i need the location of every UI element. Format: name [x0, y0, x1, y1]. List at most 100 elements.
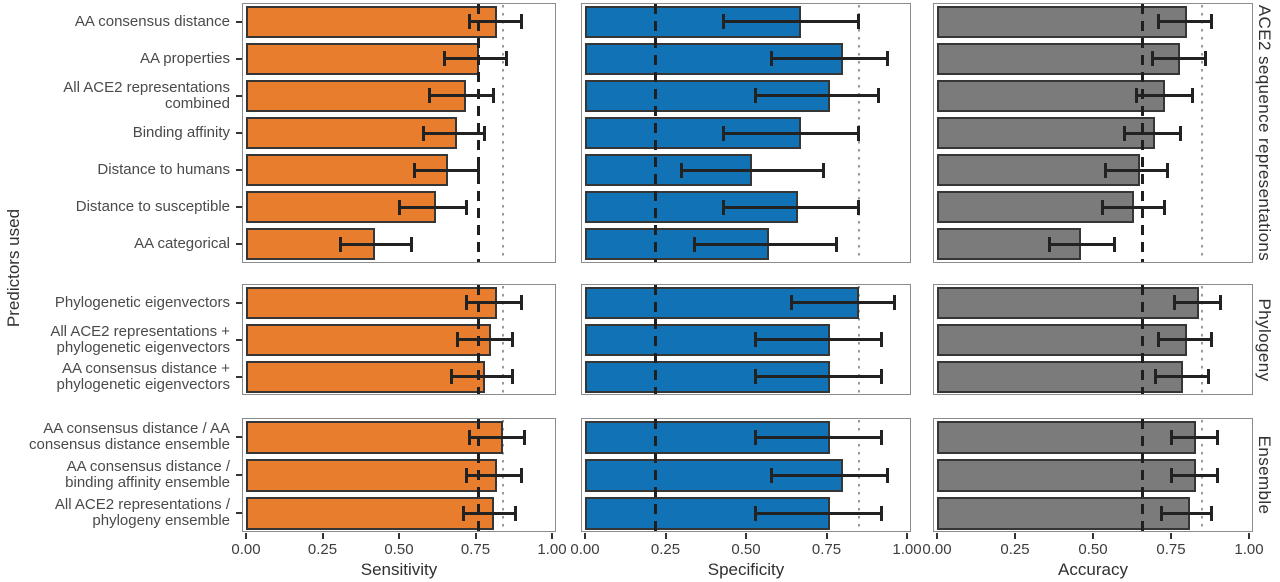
error-cap	[1169, 467, 1173, 483]
error-cap	[519, 14, 523, 30]
error-cap	[754, 369, 758, 384]
x-axis-title: Sensitivity	[360, 560, 438, 579]
x-tick-label: 0.75	[811, 541, 842, 558]
error-bar	[723, 20, 859, 24]
row-label: Distance to humans	[97, 161, 230, 179]
error-cap	[428, 88, 432, 104]
error-cap	[821, 162, 825, 178]
row-label: AA consensus distance	[74, 12, 230, 30]
dashed-reference-line	[1141, 285, 1145, 394]
x-axis-title: Specificity	[707, 560, 785, 579]
error-cap	[1157, 14, 1161, 30]
error-cap	[1210, 505, 1214, 521]
error-cap	[412, 162, 416, 178]
error-bar	[723, 205, 859, 209]
error-cap	[886, 467, 890, 483]
error-cap	[1150, 51, 1154, 67]
error-cap	[492, 88, 496, 104]
row-label: Binding affinity	[132, 124, 230, 141]
error-bar	[681, 168, 824, 172]
error-cap	[834, 236, 838, 252]
bar	[937, 286, 1200, 319]
error-bar	[1158, 338, 1212, 341]
error-cap	[1153, 369, 1157, 384]
error-cap	[409, 236, 413, 252]
error-cap	[467, 14, 471, 30]
row-label: AA consensus distance / binding affinity…	[65, 458, 230, 491]
error-cap	[857, 125, 861, 141]
error-cap	[455, 332, 459, 347]
error-cap	[504, 51, 508, 67]
y-tick	[236, 57, 242, 60]
x-tick	[745, 533, 747, 539]
error-bar	[451, 375, 513, 378]
error-bar	[469, 20, 522, 24]
error-bar	[755, 435, 882, 439]
error-cap	[483, 125, 487, 141]
bar	[937, 5, 1187, 38]
error-bar	[1102, 205, 1165, 209]
row-label: All ACE2 representations combined	[63, 78, 230, 112]
error-cap	[770, 467, 774, 483]
bar	[937, 458, 1196, 492]
error-cap	[1160, 505, 1164, 521]
row-label: Distance to susceptible	[75, 198, 230, 216]
bar	[246, 420, 504, 454]
error-bar	[771, 473, 888, 477]
error-bar	[429, 94, 494, 98]
error-bar	[340, 242, 412, 246]
error-bar	[1136, 94, 1193, 98]
bar	[246, 496, 494, 530]
y-tick	[236, 206, 242, 209]
x-tick-label: 0.75	[460, 541, 491, 558]
error-cap	[464, 199, 468, 215]
error-bar	[1161, 511, 1212, 515]
error-bar	[466, 301, 522, 304]
bar	[937, 323, 1187, 356]
error-cap	[680, 162, 684, 178]
error-bar	[755, 94, 879, 98]
error-cap	[754, 88, 758, 104]
error-bar	[1124, 131, 1181, 135]
error-cap	[721, 125, 725, 141]
x-tick-label: 1.00	[537, 541, 567, 558]
error-cap	[1206, 369, 1210, 384]
error-bar	[457, 338, 513, 341]
bar	[937, 42, 1181, 75]
error-cap	[857, 14, 861, 30]
y-tick	[236, 94, 242, 97]
error-cap	[510, 332, 514, 347]
row-label: AA properties	[139, 49, 230, 67]
row-label: AA consensus distance / AA consensus dis…	[29, 420, 230, 453]
error-cap	[461, 505, 465, 521]
y-tick	[236, 436, 242, 438]
bar	[937, 496, 1190, 530]
error-bar	[1105, 168, 1168, 172]
error-cap	[876, 88, 880, 104]
x-tick	[664, 533, 667, 539]
error-bar	[469, 435, 525, 439]
x-tick	[584, 533, 586, 539]
error-cap	[857, 199, 861, 215]
error-cap	[1216, 467, 1220, 483]
error-cap	[1203, 51, 1207, 67]
error-bar	[1155, 375, 1209, 378]
x-tick-label: 0.50	[1078, 541, 1108, 558]
error-cap	[692, 236, 696, 252]
error-cap	[397, 199, 401, 215]
error-bar	[791, 301, 895, 304]
y-tick	[236, 20, 242, 23]
error-cap	[1135, 88, 1139, 104]
dashed-reference-line	[654, 4, 658, 262]
x-tick	[551, 533, 553, 539]
error-cap	[1172, 295, 1176, 310]
x-tick-label: 0.25	[1000, 541, 1030, 558]
error-cap	[467, 429, 471, 445]
error-cap	[1113, 236, 1117, 252]
x-tick-label: 0.00	[922, 541, 952, 558]
bar	[937, 79, 1165, 112]
error-cap	[892, 295, 896, 310]
row-label: AA categorical	[134, 235, 230, 253]
error-cap	[1169, 429, 1173, 445]
error-cap	[1122, 125, 1126, 141]
